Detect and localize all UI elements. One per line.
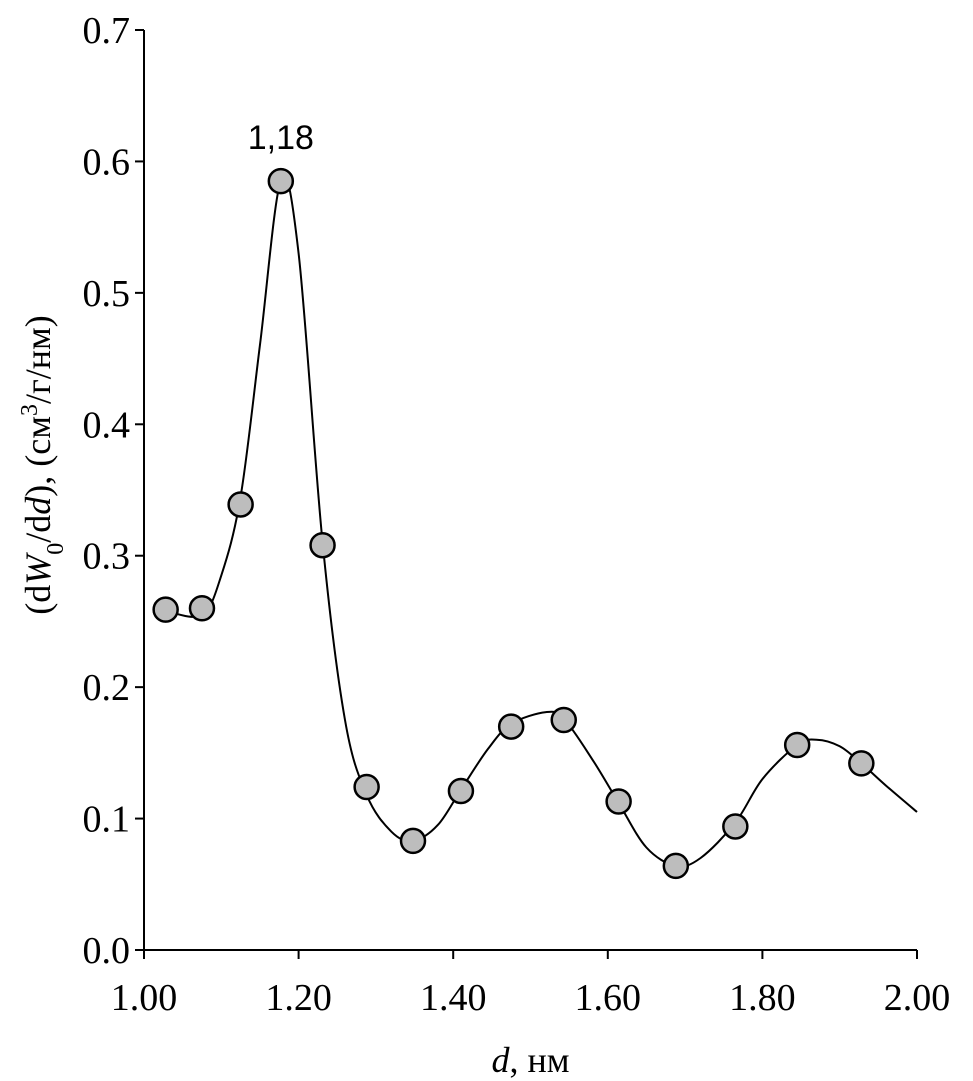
data-point (722, 813, 749, 840)
data-point (605, 788, 632, 815)
x-axis-title: d, нм (491, 1040, 569, 1080)
y-axis-ticks: 0.0 0.1 0.2 0.3 0.4 0.5 0.6 0.7 (83, 10, 144, 972)
data-point (550, 706, 577, 734)
y-tick-label: 0.7 (83, 10, 131, 52)
y-tick-label: 0.6 (83, 141, 131, 183)
x-tick-label: 1.80 (729, 977, 796, 1019)
y-tick-label: 0.3 (83, 536, 131, 578)
data-point (399, 827, 427, 855)
data-point (267, 167, 295, 195)
axes (143, 30, 917, 951)
fit-curve (165, 175, 918, 868)
x-tick-label: 1.60 (575, 977, 642, 1019)
x-tick-label: 1.20 (265, 977, 332, 1019)
x-tick-label: 1.00 (111, 977, 178, 1019)
data-points (152, 167, 875, 880)
y-tick-label: 0.0 (83, 930, 131, 972)
data-point (848, 750, 875, 777)
y-tick-label: 0.1 (83, 799, 131, 841)
data-point (353, 773, 380, 801)
x-tick-label: 1.40 (420, 977, 487, 1019)
x-tick-label: 2.00 (884, 977, 951, 1019)
y-tick-label: 0.5 (83, 273, 131, 315)
y-tick-label: 0.2 (83, 667, 131, 709)
y-axis-title: (dW0/dd), (см3/г/нм) (17, 315, 69, 615)
data-point (497, 713, 525, 740)
data-point (447, 777, 475, 805)
annotations: 1,18 (248, 119, 314, 157)
data-point (188, 595, 216, 622)
data-point (152, 596, 179, 623)
peak-annotation: 1,18 (248, 119, 314, 157)
data-point (662, 852, 690, 880)
x-axis-ticks: 1.00 1.20 1.40 1.60 1.80 2.00 (111, 950, 951, 1019)
data-point (309, 531, 336, 559)
data-point (783, 731, 811, 759)
y-tick-label: 0.4 (83, 404, 131, 446)
data-point (227, 491, 254, 518)
